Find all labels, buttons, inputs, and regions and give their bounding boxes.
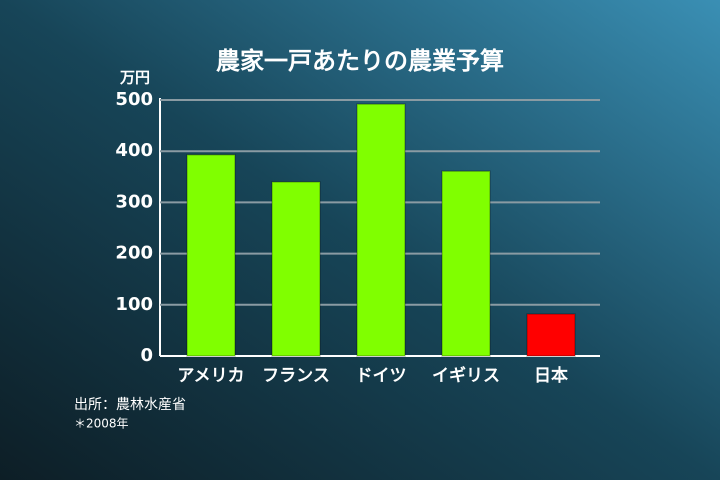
y-tick-label: 400 — [115, 140, 153, 161]
x-tick-label: フランス — [262, 366, 330, 386]
y-tick-label: 100 — [115, 294, 153, 315]
x-tick-label: 日本 — [534, 365, 568, 386]
y-tick-label: 0 — [140, 345, 153, 366]
source-note: 出所：農林水産省 — [74, 397, 186, 413]
y-tick-label: 300 — [115, 191, 153, 212]
bar — [441, 170, 491, 357]
x-tick-label: イギリス — [432, 366, 500, 386]
bar — [526, 313, 576, 357]
y-tick-label: 200 — [115, 243, 153, 264]
x-tick-label: ドイツ — [356, 366, 407, 386]
bar — [186, 154, 236, 357]
y-unit: 万円 — [119, 69, 150, 87]
bar — [271, 181, 321, 357]
year-note: ＊2008年 — [74, 417, 129, 431]
chart-title: 農家一戸あたりの農業予算 — [216, 47, 504, 75]
bar — [356, 103, 406, 357]
x-tick-label: アメリカ — [177, 366, 244, 386]
y-tick-label: 500 — [115, 89, 153, 110]
